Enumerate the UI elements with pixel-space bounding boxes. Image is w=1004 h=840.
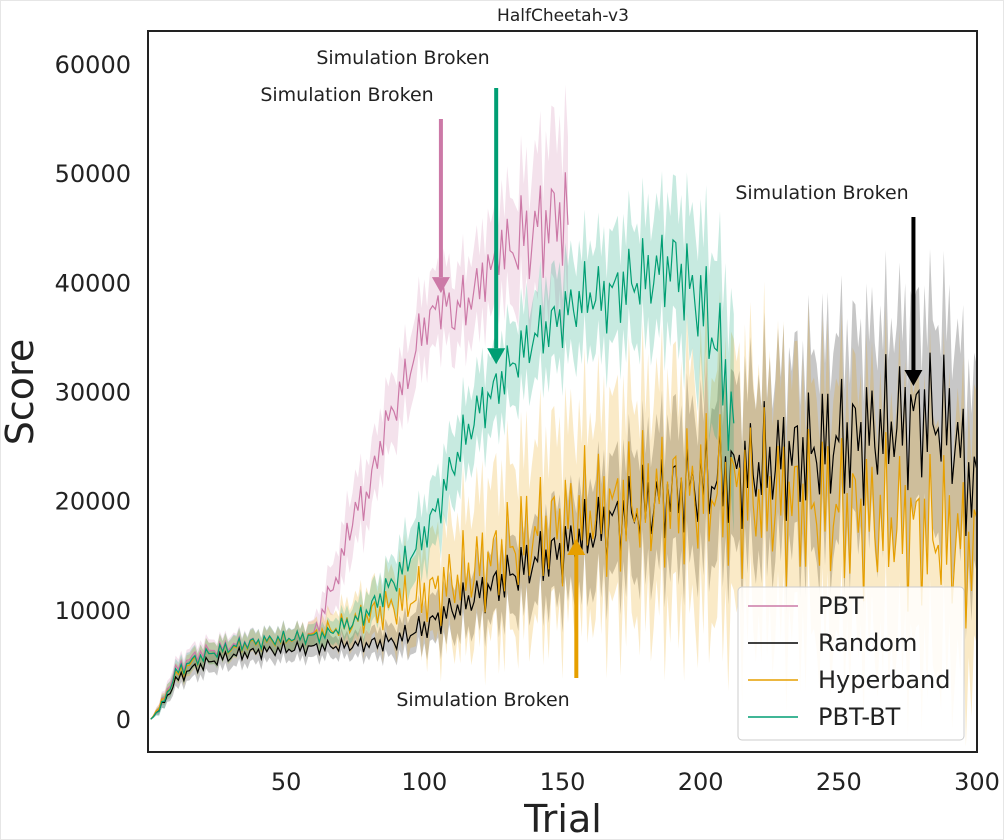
y-tick-label: 50000 [55, 160, 131, 188]
y-tick-label: 30000 [55, 379, 131, 407]
x-axis-ticks: 50 100 150 200 250 300 [271, 768, 1000, 796]
annotations: Simulation Broken Simulation Broken Simula… [260, 47, 923, 711]
x-tick-label: 300 [954, 768, 1000, 796]
annotation-arrowhead-pbt [431, 277, 450, 294]
x-tick-label: 50 [271, 768, 302, 796]
y-tick-label: 60000 [55, 51, 131, 79]
x-tick-label: 100 [401, 768, 447, 796]
plot-frame [147, 30, 978, 753]
y-axis-label: Score [0, 339, 42, 445]
legend-label-pbt-bt: PBT-BT [818, 703, 901, 731]
annotation-arrowhead-pbt-bt [487, 348, 506, 365]
y-axis-ticks: 0 10000 20000 30000 40000 50000 60000 [55, 51, 131, 734]
annotation-arrowhead-random [904, 370, 923, 387]
x-axis-label: Trial [523, 797, 602, 840]
line-pbt-bt [150, 234, 735, 720]
series-lines [150, 172, 978, 720]
x-tick-label: 150 [540, 768, 586, 796]
annotation-label-random: Simulation Broken [735, 182, 908, 204]
y-tick-label: 40000 [55, 269, 131, 297]
legend: PBT Random Hyperband PBT-BT [737, 586, 965, 741]
y-tick-label: 10000 [55, 597, 131, 625]
annotation-arrowhead-hyperband [567, 538, 586, 555]
legend-label-hyperband: Hyperband [818, 666, 951, 694]
y-tick-label: 20000 [55, 488, 131, 516]
legend-label-random: Random [818, 629, 917, 657]
chart-title: HalfCheetah-v3 [497, 6, 629, 26]
legend-label-pbt: PBT [818, 592, 864, 620]
band-random [150, 248, 978, 720]
x-tick-label: 250 [816, 768, 862, 796]
annotation-label-hyperband: Simulation Broken [396, 689, 569, 711]
annotation-label-pbt-bt: Simulation Broken [316, 47, 489, 69]
x-tick-label: 200 [678, 768, 724, 796]
legend-box [737, 586, 965, 741]
annotation-label-pbt: Simulation Broken [260, 84, 433, 106]
y-tick-label: 0 [116, 706, 131, 734]
line-pbt [150, 172, 569, 720]
